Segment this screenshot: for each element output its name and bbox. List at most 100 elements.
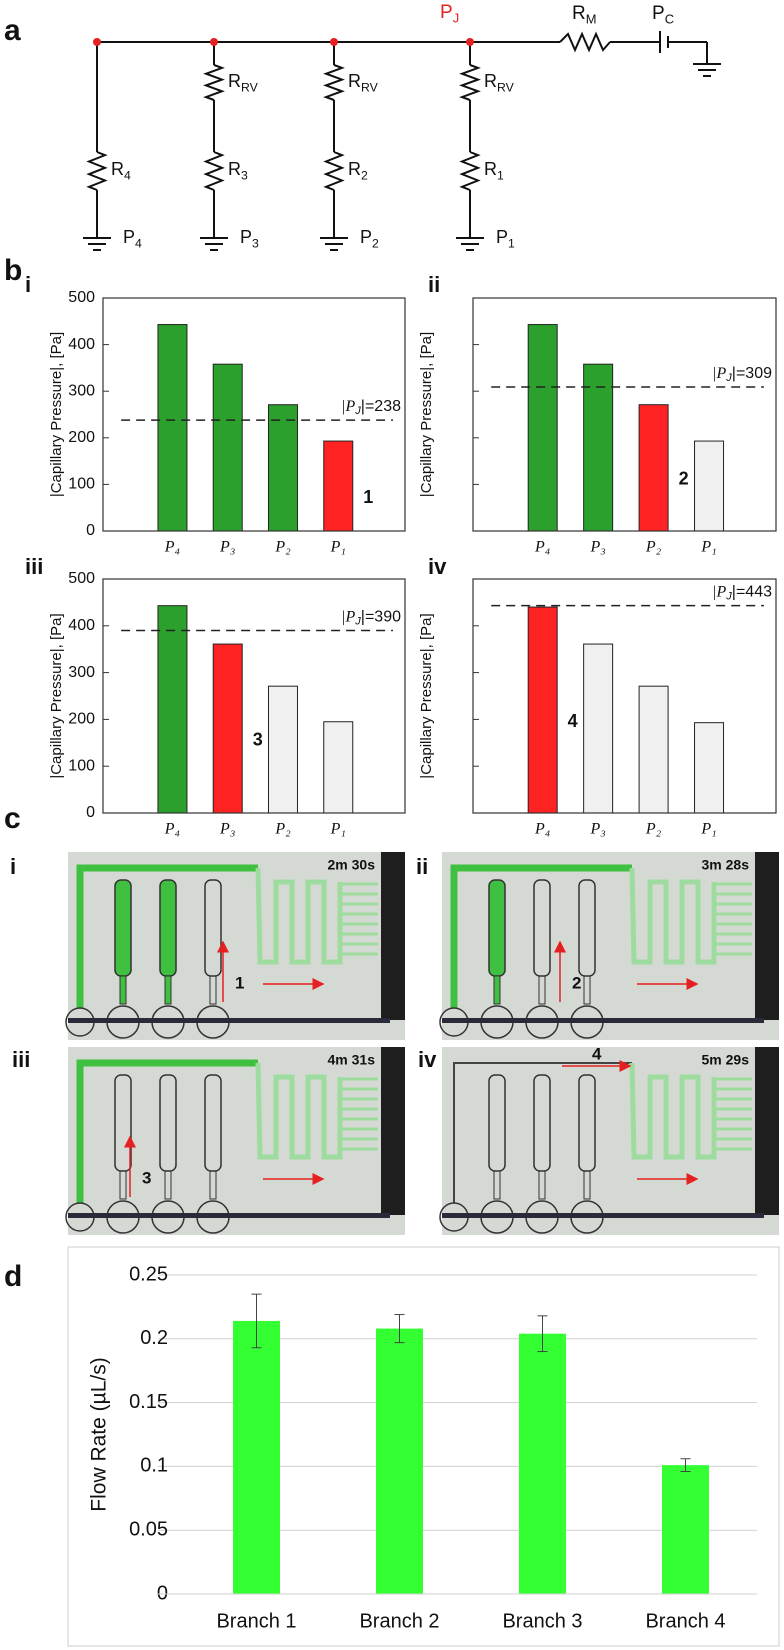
y-tick-label: 0.05 [129, 1518, 168, 1540]
circuit-label-main: P [652, 3, 665, 24]
y-axis-label: Flow Rate (µL/s) [88, 1357, 111, 1511]
circuit-label-sub: 4 [124, 169, 131, 183]
threshold-sub: J [725, 591, 732, 603]
y-tick-label: 0.1 [140, 1455, 168, 1477]
circuit-label-main: R [572, 3, 586, 24]
flow-number: 1 [235, 973, 244, 992]
bar [157, 324, 188, 532]
chart-frame [67, 1246, 780, 1647]
time-label: 3m 28s [702, 857, 750, 873]
plot-frame [102, 297, 406, 532]
panel-label: b [4, 254, 22, 287]
bar [694, 440, 725, 532]
photo: 5m 29s 4 [439, 1044, 779, 1235]
threshold-value: 390 [374, 609, 401, 626]
resistor [459, 151, 481, 191]
tube-neck [164, 1170, 172, 1200]
serpentine [629, 867, 717, 965]
y-tick-label: 0.25 [129, 1263, 168, 1285]
circuit-label-sub: 3 [241, 169, 248, 183]
chart: i 0 100 200 300 400 500 |Capillary Pressure|, [… [25, 272, 406, 556]
circuit-label: PJ [440, 2, 459, 26]
frame-channel [450, 864, 632, 1008]
threshold-eq: |= [361, 398, 375, 415]
bar [583, 363, 614, 532]
threshold-symbol: |P [341, 398, 355, 415]
circuit-label: RM [572, 3, 597, 27]
subpanel-label: iii [25, 554, 43, 579]
threshold-label: |PJ|=238 [341, 398, 401, 417]
x-tick-label: P₃ [219, 539, 235, 556]
threshold-eq: |= [732, 365, 746, 382]
y-axis-label: |Capillary Pressure|, [Pa] [418, 332, 435, 497]
y-tick-label: 0.2 [140, 1327, 168, 1349]
circuit-label-main: R [484, 71, 497, 91]
circuit-label: RRV [348, 71, 379, 95]
chart: 0 0.05 0.1 0.15 0.2 0.25 Flow Rate (µL/s) Branc… [67, 1246, 780, 1647]
bar [694, 722, 725, 814]
flow-number: 4 [592, 1044, 602, 1063]
photo-edge [381, 1047, 405, 1215]
subpanel-label: i [10, 854, 16, 879]
x-tick-label: Branch 4 [645, 1610, 725, 1632]
y-tick-label: 200 [68, 711, 95, 728]
y-tick-label: 0 [157, 1582, 168, 1604]
circuit-label-sub: J [453, 11, 459, 26]
node [93, 38, 101, 46]
flow-number: 2 [572, 973, 581, 992]
tube-neck [583, 975, 591, 1005]
x-tick-label: P₁ [330, 821, 346, 838]
circuit-label-sub: RV [497, 81, 515, 95]
circuit-label: R1 [484, 159, 504, 183]
tube-neck [119, 1170, 127, 1200]
circuit-label-main: R [111, 159, 124, 179]
chart: iv |Capillary Pressure|, [Pa] P₄ 4 P₃ P₂ P₁ |PJ… [418, 554, 777, 838]
bar-annotation: 3 [253, 729, 263, 749]
x-tick-label: P₁ [700, 821, 716, 838]
circuit-label-main: R [348, 159, 361, 179]
circuit-label-main: R [484, 159, 497, 179]
circuit-label: P1 [496, 227, 515, 251]
y-tick-label: 0.15 [129, 1391, 168, 1413]
y-tick-label: 500 [68, 570, 95, 587]
photo: 2m 30s 1 [65, 852, 405, 1040]
bar-annotation: 1 [363, 487, 373, 507]
x-tick-label: P₂ [645, 539, 662, 556]
x-tick-label: Branch 2 [359, 1610, 439, 1632]
serpentine [255, 867, 343, 965]
y-tick-label: 400 [68, 617, 95, 634]
plot-frame [102, 578, 406, 814]
threshold-label: |PJ|=443 [712, 583, 772, 602]
tube-neck [493, 975, 501, 1005]
frame-channel [76, 1059, 258, 1203]
circuit-label-main: P [240, 227, 252, 247]
bar [638, 404, 669, 532]
base-line [442, 1213, 764, 1218]
subpanel-label: iii [12, 1047, 30, 1072]
x-tick-label: P₃ [589, 821, 605, 838]
subpanel-label: iv [428, 554, 447, 579]
tube-neck [209, 1170, 217, 1200]
circuit-label: RRV [484, 71, 515, 95]
circuit-label: R3 [228, 159, 248, 183]
y-tick-label: 300 [68, 382, 95, 399]
y-tick-label: 300 [68, 664, 95, 681]
panel-label: d [4, 1260, 22, 1293]
bar [157, 605, 188, 814]
circuit-label: R4 [111, 159, 131, 183]
circuit-label: PC [652, 3, 674, 27]
frame-channel [453, 1062, 632, 1203]
circuit-label-main: R [228, 71, 241, 91]
bar [519, 1333, 566, 1594]
threshold-eq: |= [732, 584, 746, 601]
time-label: 5m 29s [702, 1052, 750, 1068]
circuit-label-main: P [123, 227, 135, 247]
circuit-label-sub: C [665, 12, 674, 27]
threshold-symbol: |P [341, 608, 355, 625]
circuit-label-sub: 2 [372, 237, 379, 251]
threshold-value: 238 [374, 398, 401, 415]
resistor [323, 151, 345, 191]
tube [159, 879, 177, 977]
base-line [68, 1018, 390, 1023]
